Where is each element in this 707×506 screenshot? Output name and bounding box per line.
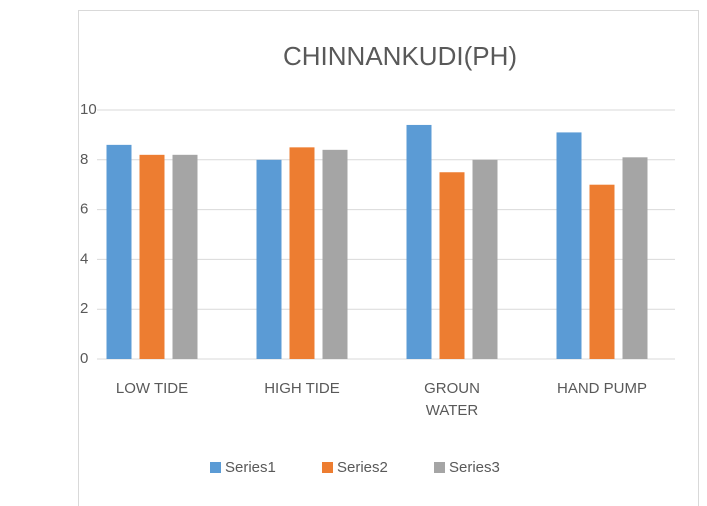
chart-title: CHINNANKUDI(PH) [283,41,517,71]
legend-swatch [322,462,333,473]
bar [622,157,648,359]
bar [289,147,315,359]
bar [256,159,282,359]
legend-label: Series1 [225,459,276,476]
x-tick-label: HIGH TIDE [264,380,340,397]
x-tick-label: LOW TIDE [115,380,189,397]
bar [589,184,615,359]
x-tick-label: GROUN WATER [424,380,480,419]
y-tick-label: 2 [80,300,88,317]
bar [472,159,498,359]
x-tick-label: HAND PUMP [556,380,647,397]
bar [172,154,198,359]
y-tick-label: 10 [80,101,97,118]
bar [139,154,165,359]
bar [322,149,348,359]
legend-swatch [210,462,221,473]
bar [106,144,132,359]
legend-label: Series3 [449,459,500,476]
bar [406,124,432,359]
bar [439,172,465,359]
y-tick-label: 4 [80,250,88,267]
y-tick-label: 6 [80,201,88,218]
y-tick-label: 8 [80,151,88,168]
bar [556,132,582,359]
y-tick-label: 0 [80,350,88,367]
legend-label: Series2 [337,459,388,476]
legend-swatch [434,462,445,473]
